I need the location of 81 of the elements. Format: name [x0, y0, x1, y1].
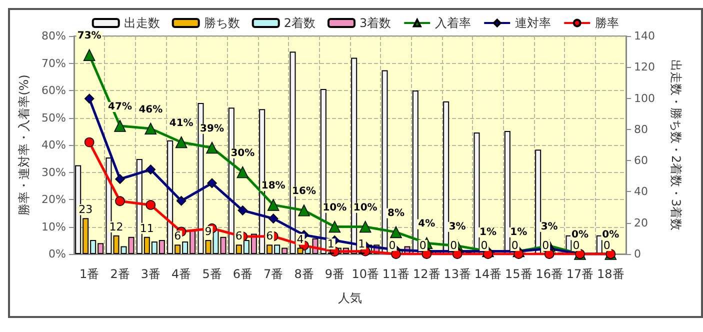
x-tick-label: 17番 — [566, 267, 594, 281]
data-label: 11 — [140, 222, 154, 235]
legend-label: 入着率 — [435, 16, 472, 30]
y-tick-label: 10% — [42, 220, 66, 234]
data-label: 3% — [540, 221, 558, 232]
x-tick-label: 10番 — [352, 267, 379, 281]
legend-label: 連対率 — [515, 16, 552, 30]
data-label: 6 — [235, 230, 242, 243]
data-label: 1 — [358, 237, 366, 250]
data-label: 47% — [108, 102, 132, 113]
y-tick-label: 20% — [42, 193, 66, 206]
data-label: 10% — [353, 202, 378, 214]
data-label: 30% — [230, 148, 255, 159]
data-label: 18% — [261, 180, 286, 192]
data-label: 3% — [448, 221, 466, 232]
y-tick-label: 60% — [42, 84, 66, 97]
data-label: 9 — [204, 224, 212, 238]
legend-label: 3着数 — [360, 16, 392, 30]
x-tick-label: 11番 — [382, 267, 410, 281]
y-tick-label: 30% — [42, 166, 66, 179]
legend-label: 勝ち数 — [204, 16, 240, 30]
data-label: 16% — [292, 186, 316, 197]
y-tick-label: 0% — [48, 248, 66, 260]
data-label: 1% — [480, 226, 496, 238]
x-tick-label: 9番 — [324, 267, 344, 281]
data-label: 10% — [322, 202, 347, 214]
data-label: 0% — [602, 230, 620, 241]
legend-label: 勝率 — [595, 16, 620, 30]
x-tick-label: 2番 — [110, 267, 130, 281]
data-label: 73% — [77, 30, 102, 42]
x-tick-label: 15番 — [505, 267, 532, 281]
data-label: 1 — [327, 237, 334, 250]
y2-tick-label: 100 — [634, 92, 655, 105]
data-label: 41% — [169, 118, 194, 129]
y-tick-label: 70% — [42, 56, 66, 70]
data-label: 0 — [542, 239, 550, 252]
data-label: 23 — [78, 203, 93, 216]
data-label: 0 — [603, 239, 610, 252]
data-label: 0 — [511, 239, 518, 252]
x-axis-title: 人気 — [338, 291, 362, 305]
data-label: 0% — [572, 230, 588, 241]
data-label: 6 — [266, 230, 274, 243]
data-label: 0 — [450, 239, 458, 252]
y2-tick-label: 120 — [634, 60, 655, 74]
legend-label: 出走数 — [124, 16, 160, 30]
x-tick-label: 7番 — [264, 267, 284, 281]
data-label: 0 — [480, 239, 488, 252]
y2-tick-label: 60 — [634, 154, 648, 168]
data-label: 8% — [388, 208, 404, 219]
data-label: 0 — [419, 239, 426, 252]
data-label: 0 — [388, 239, 396, 252]
y2-tick-label: 140 — [634, 30, 655, 42]
legend-label: 2着数 — [284, 16, 316, 30]
x-tick-label: 14番 — [474, 267, 502, 281]
x-tick-label: 1番 — [80, 267, 100, 281]
x-tick-label: 12番 — [413, 267, 440, 281]
data-label: 12 — [109, 220, 124, 234]
x-tick-label: 3番 — [140, 267, 160, 281]
y2-tick-label: 40 — [634, 185, 648, 198]
y-tick-label: 80% — [42, 30, 66, 42]
x-tick-label: 5番 — [202, 267, 222, 281]
x-tick-label: 13番 — [444, 267, 471, 281]
data-label: 1% — [510, 226, 528, 238]
x-tick-label: 16番 — [536, 267, 563, 281]
y2-axis-title: 出走数・勝ち数・2着数・3着数 — [669, 59, 683, 231]
y-tick-label: 40% — [42, 138, 66, 152]
data-label: 6 — [174, 230, 182, 243]
y-axis-title: 勝率・連対率・入着率(%) — [17, 74, 31, 216]
data-label: 0 — [572, 239, 580, 252]
y2-tick-label: 20 — [634, 216, 648, 230]
x-tick-label: 18番 — [597, 267, 624, 281]
data-label: 39% — [200, 123, 224, 134]
x-tick-label: 8番 — [294, 267, 314, 281]
data-label: 4% — [418, 218, 436, 230]
y2-tick-label: 0 — [634, 248, 641, 260]
x-tick-label: 6番 — [232, 267, 252, 281]
y2-tick-label: 80 — [634, 122, 648, 136]
y-tick-label: 50% — [42, 111, 66, 124]
data-label: 4 — [296, 232, 304, 246]
data-label: 46% — [138, 104, 163, 116]
x-tick-label: 4番 — [172, 267, 192, 281]
